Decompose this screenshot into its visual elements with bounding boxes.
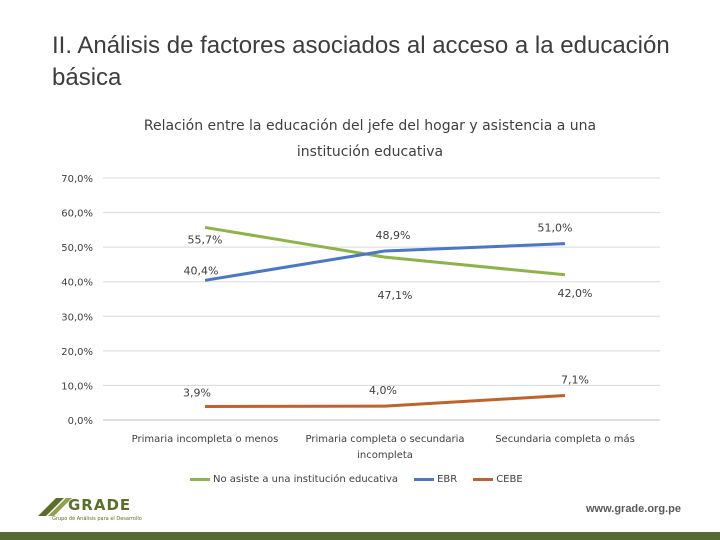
legend-item: EBR	[414, 474, 457, 485]
y-tick-label: 0,0%	[68, 416, 93, 427]
category-label: Primaria incompleta o menos	[132, 434, 279, 445]
website-url: www.grade.org.pe	[586, 503, 681, 515]
footer-band	[0, 532, 720, 540]
slide-title: II. Análisis de factores asociados al ac…	[52, 32, 670, 91]
legend-label: No asiste a una institución educativa	[213, 474, 399, 485]
data-label: 48,9%	[376, 229, 411, 242]
grade-logo-icon	[38, 498, 72, 516]
y-axis-ticks: 0,0% 10,0% 20,0% 30,0% 40,0% 50,0% 60,0% 70,0%	[61, 174, 93, 427]
legend-item: CEBE	[473, 474, 523, 485]
logo-name: GRADE	[68, 496, 132, 514]
data-label: 55,7%	[188, 233, 223, 246]
series-line	[204, 242, 566, 282]
series-lines	[204, 225, 566, 409]
series-line	[204, 225, 566, 277]
legend-swatch	[414, 478, 435, 481]
legend-item: No asiste a una institución educativa	[190, 474, 398, 485]
y-tick-label: 20,0%	[61, 347, 93, 358]
data-label: 3,9%	[183, 387, 211, 400]
y-tick-label: 40,0%	[61, 278, 93, 289]
legend-label: CEBE	[496, 474, 523, 485]
category-label: incompleta	[357, 450, 413, 461]
legend-swatch	[473, 478, 494, 481]
legend-label: EBR	[437, 474, 458, 485]
y-tick-label: 50,0%	[61, 243, 93, 254]
category-label: Secundaria completa o más	[495, 433, 635, 445]
data-label: 4,0%	[369, 384, 397, 397]
y-tick-label: 70,0%	[61, 174, 93, 185]
data-label: 42,0%	[558, 287, 593, 300]
data-label: 40,4%	[184, 264, 219, 277]
data-labels: 55,7% 47,1% 42,0% 40,4% 48,9% 51,0% 3,9% 4,0% 7,…	[183, 222, 592, 400]
y-tick-label: 10,0%	[61, 381, 93, 392]
y-tick-label: 30,0%	[61, 312, 93, 323]
data-label: 47,1%	[378, 289, 413, 302]
data-label: 7,1%	[561, 373, 589, 386]
category-labels: Primaria incompleta o menos Primaria comp…	[132, 433, 635, 461]
legend-swatch	[190, 478, 210, 481]
grid-lines	[103, 177, 660, 421]
chart-title: Relación entre la educación del jefe del…	[143, 118, 597, 160]
y-tick-label: 60,0%	[61, 209, 93, 220]
data-label: 51,0%	[538, 222, 573, 235]
logo-subtitle: Grupo de Análisis para el Desarrollo	[52, 516, 142, 522]
series-line	[204, 393, 566, 409]
legend: No asiste a una institución educativa EBR…	[190, 474, 539, 485]
category-label: Primaria completa o secundaria	[306, 434, 465, 445]
